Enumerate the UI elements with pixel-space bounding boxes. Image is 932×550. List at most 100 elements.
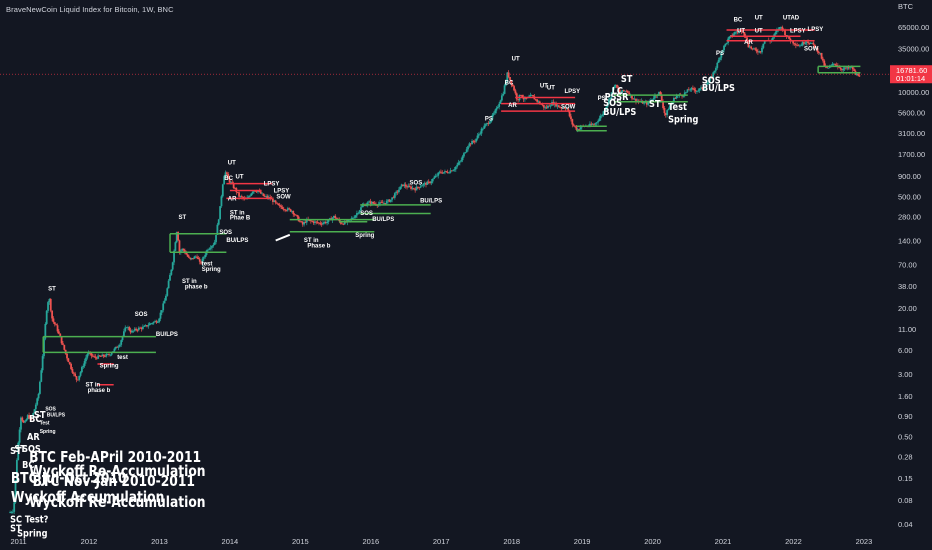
candle-body: [548, 105, 551, 107]
candle-body: [326, 221, 329, 224]
candle-body: [483, 125, 486, 129]
candle-body: [797, 45, 800, 47]
candle-body: [429, 181, 431, 184]
candle-body: [212, 244, 215, 246]
wyckoff-big-label: AR: [27, 432, 40, 443]
candle-body: [801, 42, 804, 46]
candle-body: [400, 184, 403, 187]
candle-body: [521, 95, 524, 98]
candle-body: [702, 88, 705, 90]
candle-body: [251, 191, 254, 194]
candle-body: [156, 322, 159, 324]
last-price-badge: [890, 65, 932, 84]
candle-body: [498, 103, 501, 107]
y-tick-label: 3100.00: [898, 129, 925, 138]
candle-body: [22, 420, 25, 423]
candle-body: [72, 372, 75, 374]
wyckoff-label: BC: [224, 176, 233, 182]
x-tick-label: 2021: [715, 537, 732, 546]
candle-body: [169, 274, 171, 281]
candle-body: [285, 210, 288, 212]
wyckoff-label: ST in: [230, 211, 245, 217]
wyckoff-label: BC: [734, 17, 743, 23]
wyckoff-label: SOS: [410, 181, 423, 187]
candle-body: [101, 354, 104, 357]
candle-body: [227, 173, 230, 179]
candle-body: [796, 45, 799, 47]
candle-body: [402, 184, 404, 187]
candle-body: [538, 101, 541, 104]
candle-body: [308, 220, 311, 222]
candle-body: [30, 417, 33, 419]
candle-body: [332, 215, 335, 218]
candle-body: [258, 191, 261, 192]
candle-body: [44, 323, 47, 339]
candle-body: [788, 36, 790, 39]
candle-body: [621, 89, 624, 92]
candle-body: [94, 356, 97, 358]
wyckoff-big-label: BU/LPS: [603, 107, 636, 118]
candle-body: [635, 98, 637, 102]
candle-body: [529, 95, 532, 97]
candle-body: [408, 185, 411, 187]
candle-body: [104, 356, 106, 358]
candle-body: [831, 63, 834, 66]
candle-body: [356, 213, 358, 216]
candle-body: [842, 68, 845, 71]
candle-body: [36, 398, 39, 405]
candle-body: [628, 92, 631, 96]
candle-body: [823, 60, 826, 66]
candle-body: [564, 108, 567, 110]
candle-body: [25, 419, 28, 422]
candle-body: [778, 27, 781, 30]
candle-body: [52, 318, 55, 323]
candle-body: [398, 189, 400, 192]
wyckoff-big-label: Wyckoff Re-Accumulation: [29, 463, 205, 480]
x-tick-label: 2011: [10, 537, 26, 546]
candle-body: [128, 327, 131, 331]
candle-body: [144, 325, 147, 327]
wyckoff-zones: [42, 29, 861, 386]
wyckoff-small-label: BU/LPS: [47, 413, 66, 419]
candle-body: [632, 98, 635, 100]
candle-body: [595, 122, 598, 124]
y-tick-label: 70.00: [898, 261, 917, 270]
candle-body: [266, 196, 269, 198]
candle-body: [350, 218, 353, 220]
candle-body: [98, 355, 101, 357]
candle-body: [71, 368, 74, 373]
candle-body: [314, 221, 316, 224]
candle-body: [116, 346, 119, 348]
candle-body: [215, 234, 217, 243]
candle-body: [468, 143, 471, 147]
candle-body: [85, 357, 87, 362]
candle-body: [89, 352, 91, 354]
time-axis[interactable]: 2011 2012 2013 2014 2015 2016 2017 2018 2019 2020…: [10, 537, 872, 546]
wyckoff-big-label: Wyckoff Accumulation: [11, 489, 165, 506]
candle-body: [525, 98, 528, 99]
candle-body: [188, 256, 190, 258]
candle-body: [618, 89, 621, 93]
candle-body: [140, 327, 143, 330]
candle-body: [262, 193, 265, 197]
wyckoff-label: test: [202, 262, 213, 268]
wyckoff-label: SOW: [561, 104, 576, 110]
candle-body: [263, 196, 266, 197]
candle-body: [494, 110, 497, 114]
candle-body: [154, 321, 156, 322]
candle-body: [694, 90, 697, 92]
candle-body: [799, 45, 801, 47]
candle-body: [781, 26, 784, 30]
price-axis[interactable]: 65000.00 35000.00 10000.00 5600.00 3100.00 17…: [0, 2, 932, 529]
wyckoff-label: BU/LPS: [420, 198, 442, 204]
wyckoff-label: SOS: [135, 312, 148, 318]
wyckoff-big-label: ST: [34, 410, 46, 421]
wyckoff-label: UTAD: [783, 16, 800, 22]
wyckoff-label: AR: [228, 197, 237, 203]
candle-body: [127, 327, 129, 328]
candle-body: [189, 257, 192, 259]
candle-body: [725, 42, 728, 44]
candle-body: [817, 52, 820, 54]
candle-body: [633, 98, 636, 100]
